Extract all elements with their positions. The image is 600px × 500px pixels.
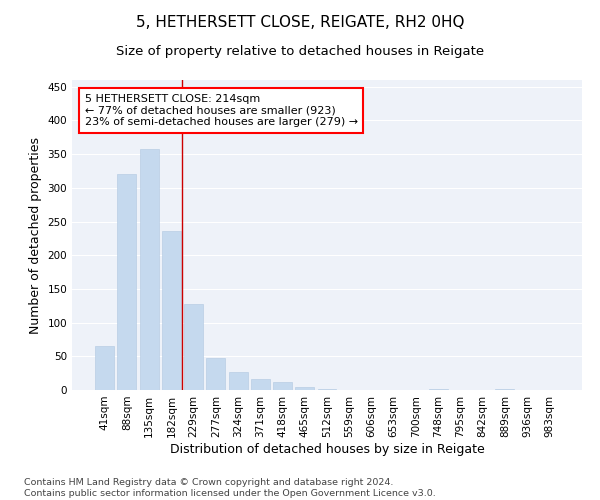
Bar	[273, 382, 292, 390]
Bar	[162, 231, 181, 390]
Bar	[184, 304, 203, 390]
Bar	[118, 174, 136, 390]
Bar	[140, 148, 158, 390]
Bar	[496, 388, 514, 390]
Text: Contains HM Land Registry data © Crown copyright and database right 2024.
Contai: Contains HM Land Registry data © Crown c…	[24, 478, 436, 498]
Text: Size of property relative to detached houses in Reigate: Size of property relative to detached ho…	[116, 45, 484, 58]
X-axis label: Distribution of detached houses by size in Reigate: Distribution of detached houses by size …	[170, 442, 484, 456]
Bar	[251, 379, 270, 390]
Bar	[317, 388, 337, 390]
Bar	[229, 372, 248, 390]
Bar	[295, 386, 314, 390]
Text: 5 HETHERSETT CLOSE: 214sqm
← 77% of detached houses are smaller (923)
23% of sem: 5 HETHERSETT CLOSE: 214sqm ← 77% of deta…	[85, 94, 358, 127]
Bar	[95, 346, 114, 390]
Text: 5, HETHERSETT CLOSE, REIGATE, RH2 0HQ: 5, HETHERSETT CLOSE, REIGATE, RH2 0HQ	[136, 15, 464, 30]
Y-axis label: Number of detached properties: Number of detached properties	[29, 136, 42, 334]
Bar	[206, 358, 225, 390]
Bar	[429, 388, 448, 390]
